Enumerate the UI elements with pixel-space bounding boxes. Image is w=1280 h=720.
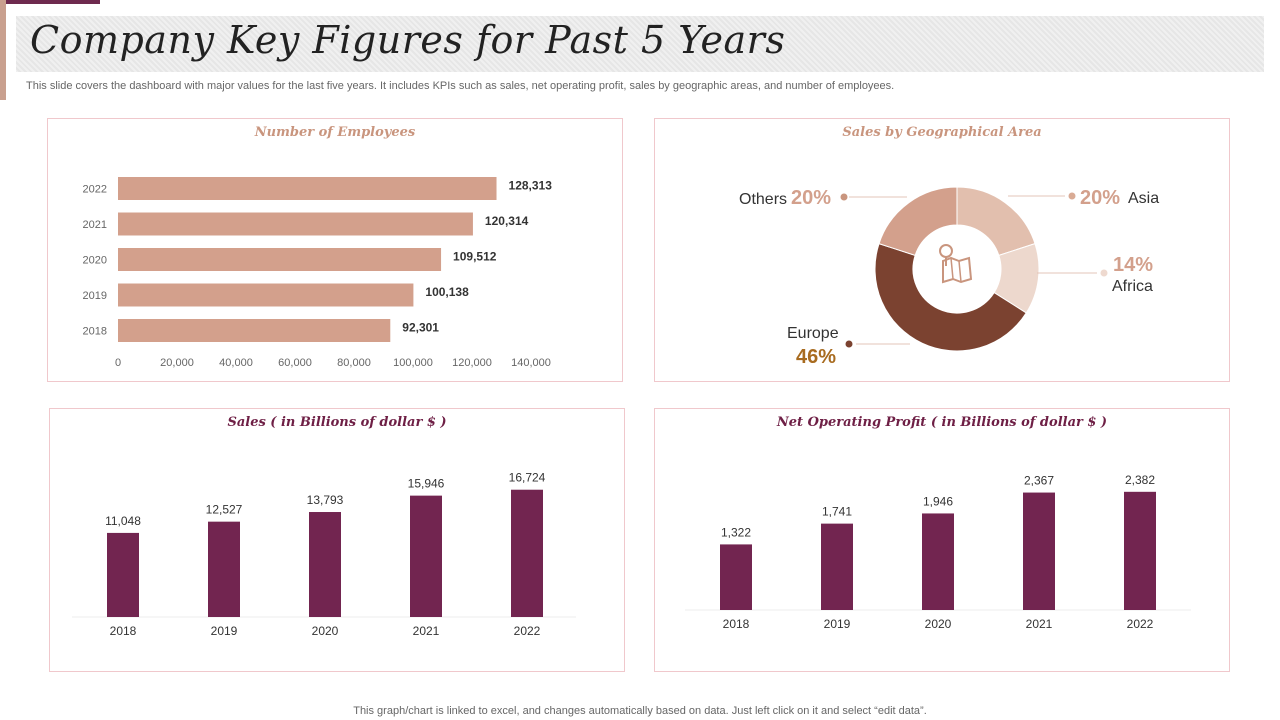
x-tick-label: 2021 [413,624,440,638]
y-tick-label: 2022 [83,184,107,196]
map-location-icon [939,244,973,284]
donut-slice-others [878,186,958,257]
y-tick-label: 2020 [83,255,107,267]
employee-bar [118,283,414,307]
bar-value-label: 2,382 [1125,473,1155,487]
bar-value-label: 128,313 [509,179,553,193]
x-tick-label: 100,000 [393,357,433,369]
africa-name-label: Africa [1112,278,1153,295]
x-tick-label: 2019 [824,617,851,631]
title-band [16,16,1264,72]
accent-bar [0,0,100,4]
donut-slice-asia [956,186,1036,257]
bar-value-label: 12,527 [206,503,243,517]
x-tick-label: 80,000 [337,357,371,369]
employees-chart-title: Number of Employees [254,125,416,140]
y-tick-label: 2021 [83,219,107,231]
bar-value-label: 16,724 [509,471,546,485]
bar-value-label: 1,741 [822,505,852,519]
asia-name-label: Asia [1128,190,1159,207]
bar-value-label: 2,367 [1024,474,1054,488]
leader-dot-europe [845,340,853,348]
page-title: Company Key Figures for Past 5 Years [30,18,786,62]
bar [1023,492,1055,610]
geo-card: Sales by Geographical Area 20% Asia 14% Afr… [654,118,1230,382]
page-subtitle: This slide covers the dashboard with maj… [26,80,895,92]
bar [1124,491,1156,610]
bar-value-label: 92,301 [402,321,439,335]
bar-value-label: 15,946 [408,477,445,491]
sales-chart: 11,048 2018 12,527 2019 13,793 2020 15,946 2021… [72,471,576,638]
profit-chart-title: Net Operating Profit ( in Billions of do… [776,415,1108,430]
sales-chart-title: Sales ( in Billions of dollar $ ) [227,415,447,430]
leader-dot-africa [1100,269,1108,277]
geo-chart-title: Sales by Geographical Area [842,125,1042,140]
leader-dot-others [840,193,848,201]
bar-value-label: 1,946 [923,494,953,508]
employee-bar [118,212,473,236]
employee-bar [118,319,391,342]
x-tick-label: 140,000 [511,357,551,369]
bar [107,532,139,617]
x-tick-label: 20,000 [160,357,194,369]
bar [309,512,341,617]
employees-chart: 2022 128,313 2021 120,314 2020 109,512 2019 100… [83,177,553,369]
bar-value-label: 11,048 [105,514,141,528]
x-tick-label: 2020 [925,617,952,631]
x-tick-label: 2019 [211,624,238,638]
europe-name-label: Europe [787,325,839,342]
left-accent-bar [0,0,6,100]
footer-note: This graph/chart is linked to excel, and… [353,705,927,717]
x-tick-label: 120,000 [452,357,492,369]
employees-card: Number of Employees 2022 128,313 2021 120,3… [47,118,623,382]
bar [720,544,752,610]
europe-percent-label: 46% [796,346,836,368]
x-tick-label: 2022 [514,624,541,638]
donut-slice-europe [874,243,1027,352]
bar-value-label: 13,793 [307,493,344,507]
bar [208,521,240,617]
x-tick-label: 2022 [1127,617,1154,631]
bar-value-label: 120,314 [485,214,529,228]
bar [821,523,853,610]
employee-bar [118,177,497,200]
others-name-label: Others [739,191,787,208]
x-tick-label: 2020 [312,624,339,638]
x-tick-label: 2018 [723,617,750,631]
leader-dot-asia [1068,192,1076,200]
africa-percent-label: 14% [1113,254,1153,276]
asia-percent-label: 20% [1080,187,1120,209]
profit-card: Net Operating Profit ( in Billions of do… [654,408,1230,672]
x-tick-label: 2018 [110,624,137,638]
x-tick-label: 0 [115,357,121,369]
employee-bar [118,248,442,271]
x-tick-label: 40,000 [219,357,253,369]
bar-value-label: 1,322 [721,525,751,539]
y-tick-label: 2018 [83,326,107,338]
y-tick-label: 2019 [83,290,107,302]
bar [511,489,543,617]
bar-value-label: 109,512 [453,250,497,264]
sales-card: Sales ( in Billions of dollar $ ) 11,048… [49,408,625,672]
bar [410,495,442,617]
bar [922,513,954,610]
profit-chart: 1,322 2018 1,741 2019 1,946 2020 2,367 2021 2,38… [685,473,1191,631]
x-tick-label: 2021 [1026,617,1053,631]
bar-value-label: 100,138 [425,285,469,299]
x-tick-label: 60,000 [278,357,312,369]
others-percent-label: 20% [791,187,831,209]
